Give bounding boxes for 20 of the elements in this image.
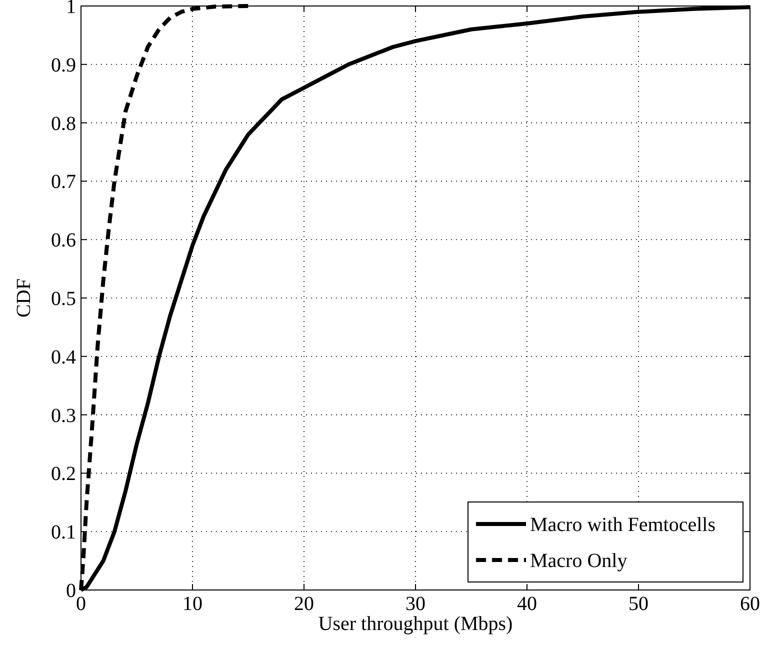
y-tick-label: 0.9 — [51, 54, 76, 76]
x-tick-label: 30 — [406, 593, 426, 615]
x-tick-label: 50 — [628, 593, 648, 615]
y-tick-label: 0.1 — [51, 522, 76, 544]
legend-label: Macro with Femtocells — [530, 514, 716, 536]
x-tick-label: 10 — [182, 593, 202, 615]
y-tick-label: 1 — [66, 0, 76, 18]
legend-label: Macro Only — [530, 550, 628, 572]
y-tick-label: 0.8 — [51, 112, 76, 135]
y-tick-label: 0.5 — [51, 288, 76, 310]
y-tick-label: 0.2 — [51, 463, 76, 486]
y-tick-label: 0.4 — [51, 346, 76, 368]
x-tick-label: 60 — [740, 593, 760, 615]
y-axis-title: CDF — [13, 278, 35, 318]
y-tick-label: 0.3 — [51, 404, 76, 427]
x-axis-title: User throughput (Mbps) — [318, 613, 513, 635]
y-tick-label: 0.6 — [51, 230, 76, 252]
x-tick-label: 20 — [294, 593, 314, 615]
y-tick-label: 0.7 — [51, 171, 76, 194]
x-tick-label: 40 — [517, 593, 537, 615]
